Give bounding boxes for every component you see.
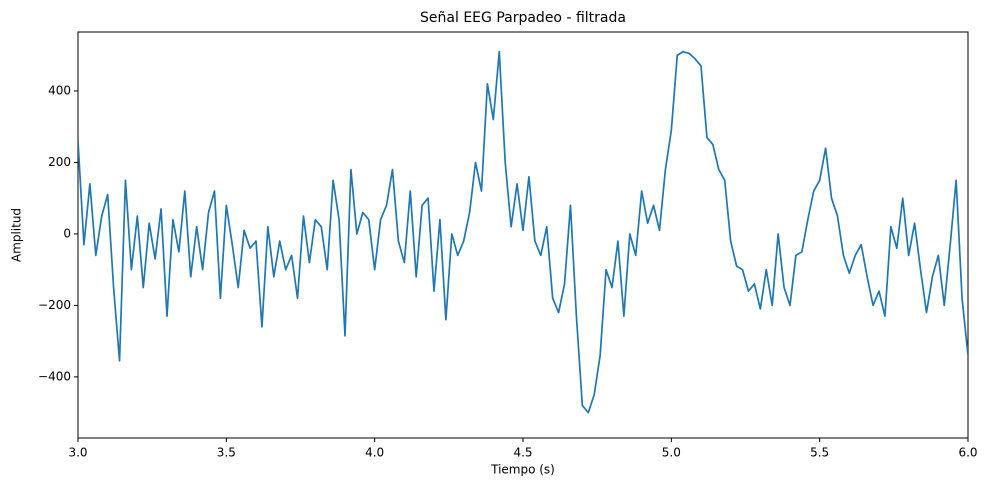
y-tick-label: 400 — [48, 83, 71, 97]
chart-title: Señal EEG Parpadeo - filtrada — [420, 10, 626, 26]
x-tick-label: 3.0 — [68, 446, 87, 460]
x-tick-label: 6.0 — [958, 446, 977, 460]
x-tick-label: 4.5 — [513, 446, 532, 460]
y-tick-label: 0 — [63, 226, 71, 240]
x-axis-label: Tiempo (s) — [490, 463, 555, 477]
y-tick-label: −200 — [38, 298, 71, 312]
x-tick-label: 5.0 — [662, 446, 681, 460]
y-tick-label: −400 — [38, 369, 71, 383]
x-tick-label: 4.0 — [365, 446, 384, 460]
x-tick-label: 3.5 — [217, 446, 236, 460]
x-tick-label: 5.5 — [810, 446, 829, 460]
signal-line — [78, 50, 968, 414]
y-tick-label: 200 — [48, 155, 71, 169]
axes-frame — [77, 31, 969, 439]
y-axis-label: Amplitud — [10, 208, 24, 262]
